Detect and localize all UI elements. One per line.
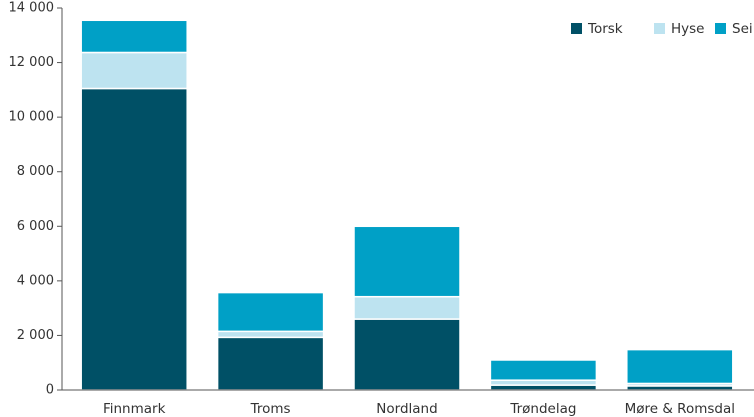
x-tick-label: Trøndelag (509, 401, 576, 417)
y-axis: 0 2 000 4 000 6 000 8 000 10 000 12 000 14 000 (9, 1, 63, 398)
bar-sei-4 (626, 348, 734, 385)
y-tick-label: 8 000 (17, 164, 54, 179)
legend: Torsk Hyse Sei (571, 21, 753, 37)
legend-label: Hyse (671, 21, 704, 37)
x-tick-label: Troms (250, 401, 291, 417)
y-tick-label: 0 (46, 383, 54, 398)
y-tick-label: 12 000 (9, 55, 55, 70)
y-tick-label: 14 000 (9, 1, 55, 16)
bar-hyse-1 (216, 330, 325, 339)
y-tick-label: 4 000 (17, 273, 54, 288)
bar-sei-1 (216, 291, 325, 333)
x-tick-label: Finnmark (103, 401, 166, 417)
y-tick-label: 2 000 (17, 328, 54, 343)
bar-sei-3 (489, 359, 598, 381)
bar-hyse-0 (80, 51, 188, 90)
bar-sei-0 (80, 19, 188, 54)
legend-label: Sei (732, 21, 753, 37)
y-tick-label: 10 000 (9, 110, 55, 125)
legend-swatch-sei (715, 23, 726, 34)
bar-sei-2 (353, 225, 461, 298)
bars (80, 19, 734, 391)
x-axis: Finnmark Troms Nordland Trøndelag Møre & Rom… (62, 389, 754, 417)
legend-swatch-hyse (654, 23, 665, 34)
bar-torsk-1 (216, 336, 325, 391)
legend-swatch-torsk (571, 23, 582, 34)
legend-label: Torsk (587, 21, 623, 37)
bar-torsk-2 (353, 318, 461, 391)
bar-torsk-0 (80, 87, 188, 391)
bar-hyse-2 (353, 295, 461, 320)
y-tick-label: 6 000 (17, 219, 54, 234)
x-tick-label: Nordland (376, 401, 437, 417)
x-tick-label: Møre & Romsdal (625, 401, 735, 417)
